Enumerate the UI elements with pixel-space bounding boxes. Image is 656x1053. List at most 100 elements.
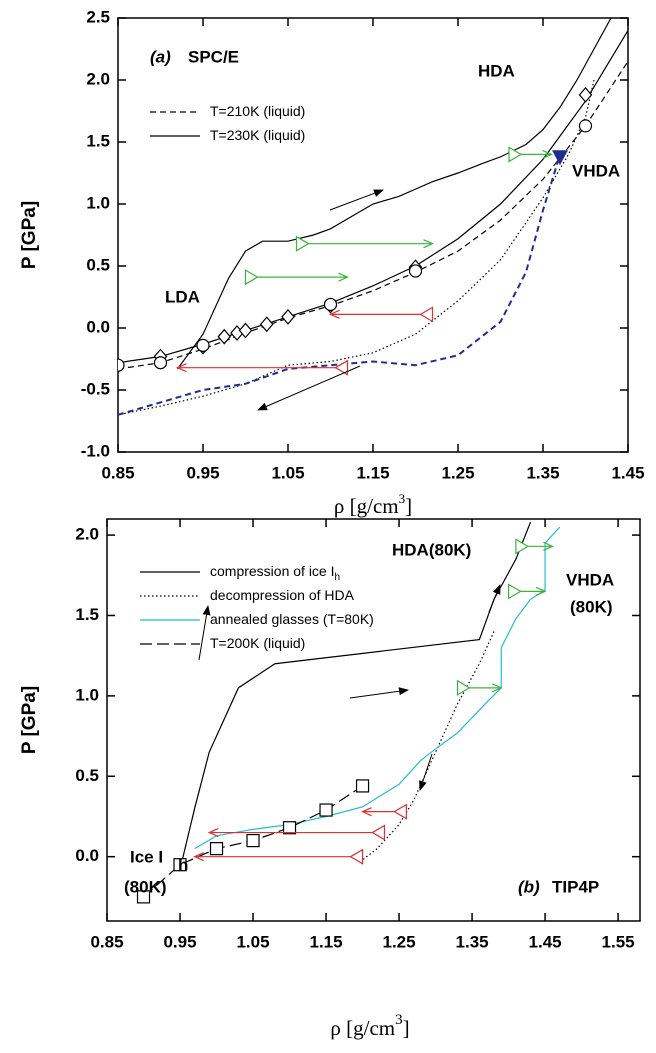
y-tick-label: 0.0 bbox=[75, 846, 99, 865]
legend-text: annealed glasses (T=80K) bbox=[210, 611, 374, 627]
arrow-head bbox=[543, 541, 554, 551]
x-tick-label: 1.15 bbox=[356, 463, 389, 482]
x-axis-label: ρ [g/cm3] bbox=[334, 491, 412, 518]
y-axis-label: P [GPa] bbox=[19, 686, 40, 754]
x-tick-label: 0.95 bbox=[186, 463, 219, 482]
legend-subscript: h bbox=[335, 572, 341, 583]
legend-label: T=230K (liquid) bbox=[210, 127, 305, 143]
annotation: (80K) bbox=[124, 877, 167, 896]
annotation: HDA bbox=[478, 61, 515, 80]
arrow-head bbox=[176, 363, 187, 373]
shift-arrow bbox=[508, 146, 553, 163]
x-tick-label: 1.55 bbox=[602, 932, 635, 951]
y-tick-label: 0.5 bbox=[86, 255, 110, 274]
plot-area bbox=[118, 18, 628, 416]
model-label: TIP4P bbox=[552, 877, 599, 896]
square-marker bbox=[209, 842, 224, 856]
arrow-tail-triangle bbox=[371, 824, 386, 841]
arrow-tail-triangle bbox=[515, 538, 530, 555]
y-tick-label: 2.5 bbox=[86, 7, 110, 26]
arrow-tail-triangle bbox=[244, 269, 259, 286]
direction-arrow bbox=[419, 753, 433, 791]
x-tick-label: 0.95 bbox=[163, 932, 196, 951]
arrow-head bbox=[207, 828, 219, 838]
x-axis-label: ρ [g/cm3] bbox=[330, 1012, 409, 1039]
legend-label: T=200K (liquid) bbox=[210, 635, 305, 651]
x-tick-label: 1.45 bbox=[529, 932, 562, 951]
shift-arrow bbox=[507, 583, 547, 600]
x-tick-label: 1.45 bbox=[611, 463, 644, 482]
square-marker bbox=[355, 779, 370, 793]
direction-arrow bbox=[198, 605, 211, 661]
shift-arrow bbox=[361, 803, 407, 820]
arrow-tail-triangle bbox=[349, 848, 364, 865]
series-line bbox=[118, 154, 561, 416]
x-tick-label: 1.25 bbox=[441, 463, 474, 482]
annotation: VHDA bbox=[566, 570, 614, 589]
y-axis-label: P [GPa] bbox=[19, 201, 40, 269]
x-tick-label: 1.35 bbox=[456, 932, 489, 951]
arrow-tail-triangle bbox=[419, 306, 434, 323]
arrow-head bbox=[492, 683, 503, 693]
y-tick-label: 0.5 bbox=[75, 766, 99, 785]
shift-arrow bbox=[515, 538, 554, 555]
shift-arrow bbox=[176, 359, 349, 376]
square-marker bbox=[173, 858, 187, 872]
x-tick-label: 1.15 bbox=[309, 932, 342, 951]
legend-text: T=200K (liquid) bbox=[210, 635, 305, 651]
diamond-marker bbox=[281, 308, 295, 325]
shift-arrow bbox=[329, 306, 434, 323]
x-tick-label: 0.85 bbox=[101, 463, 134, 482]
series-line bbox=[177, 18, 612, 370]
legend-text: decompression of HDA bbox=[210, 587, 355, 603]
legend-label: compression of ice Ih bbox=[210, 563, 340, 583]
arrow-head bbox=[193, 852, 204, 862]
annotation: VHDA bbox=[572, 161, 620, 180]
plot-frame bbox=[117, 17, 629, 453]
arrow-head bbox=[361, 807, 372, 817]
y-tick-label: 1.5 bbox=[75, 605, 99, 624]
x-tick-label: 1.05 bbox=[271, 463, 304, 482]
shift-arrow bbox=[295, 235, 434, 252]
model-label: SPC/E bbox=[188, 47, 239, 66]
circle-marker bbox=[118, 358, 125, 372]
diamond-marker bbox=[578, 86, 593, 103]
arrow-head bbox=[423, 239, 434, 249]
legend-label: annealed glasses (T=80K) bbox=[210, 611, 374, 627]
shift-arrow bbox=[207, 824, 386, 841]
diamond-marker bbox=[217, 328, 232, 345]
annotation: (80K) bbox=[570, 597, 613, 616]
annotation: Ice I bbox=[130, 847, 163, 866]
arrow-tail-triangle bbox=[508, 146, 523, 163]
legend-text: compression of ice I bbox=[210, 563, 335, 579]
x-tick-label: 0.85 bbox=[90, 932, 123, 951]
square-marker bbox=[319, 803, 333, 817]
arrow-tail-triangle bbox=[393, 803, 407, 820]
series-line bbox=[118, 30, 628, 364]
arrow-tail-triangle bbox=[334, 359, 349, 376]
y-tick-label: 1.5 bbox=[86, 131, 110, 150]
arrow-tail-triangle bbox=[507, 583, 522, 600]
direction-arrow bbox=[257, 365, 361, 411]
circle-marker bbox=[153, 356, 168, 370]
arrow-head bbox=[329, 309, 340, 319]
y-tick-label: 1.0 bbox=[86, 193, 110, 212]
arrow-head bbox=[535, 586, 547, 596]
panel-label: (b) bbox=[518, 877, 540, 896]
series-line bbox=[118, 61, 628, 370]
series-line bbox=[118, 79, 595, 416]
shift-arrow bbox=[244, 269, 349, 286]
square-marker bbox=[136, 890, 151, 904]
legend-text: T=230K (liquid) bbox=[210, 127, 305, 143]
square-marker bbox=[282, 821, 297, 835]
y-tick-label: 2.0 bbox=[75, 525, 99, 544]
series-line bbox=[179, 521, 532, 870]
y-tick-label: -0.5 bbox=[81, 379, 110, 398]
legend-text: T=210K (liquid) bbox=[210, 103, 305, 119]
diamond-marker bbox=[259, 316, 274, 333]
y-tick-label: 1.0 bbox=[75, 685, 99, 704]
plot-area bbox=[136, 521, 561, 904]
arrow-head bbox=[338, 272, 349, 282]
annotation: LDA bbox=[165, 287, 200, 306]
series-line bbox=[362, 631, 495, 861]
